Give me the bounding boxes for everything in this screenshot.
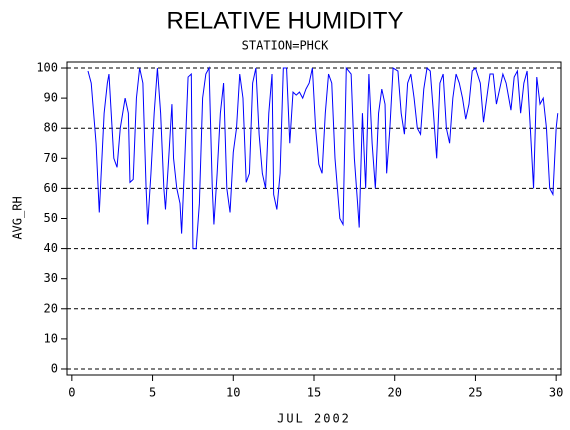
x-tick-label: 0 — [68, 386, 75, 400]
y-tick-label: 90 — [44, 91, 58, 105]
y-tick-label: 100 — [36, 61, 58, 75]
x-tick-label: 10 — [226, 386, 240, 400]
x-tick-label: 15 — [307, 386, 321, 400]
y-tick-label: 0 — [51, 361, 58, 375]
y-tick-label: 80 — [44, 121, 58, 135]
y-tick-label: 20 — [44, 301, 58, 315]
chart-title: RELATIVE HUMIDITY — [167, 7, 404, 34]
x-tick-label: 20 — [387, 386, 401, 400]
chart-subtitle: STATION=PHCK — [242, 39, 329, 53]
x-tick-label: 25 — [468, 386, 482, 400]
data-line — [87, 66, 559, 250]
y-tick-label: 40 — [44, 241, 58, 255]
y-tick-label: 60 — [44, 181, 58, 195]
y-tick-label: 10 — [44, 331, 58, 345]
y-axis-label: AVG_RH — [11, 196, 25, 239]
y-tick-label: 50 — [44, 211, 58, 225]
x-tick-label: 5 — [149, 386, 156, 400]
x-tick-label: 30 — [549, 386, 563, 400]
plot-frame — [66, 61, 562, 376]
y-tick-label: 70 — [44, 151, 58, 165]
x-axis-label: JUL 2002 — [277, 412, 351, 426]
y-tick-label: 30 — [44, 271, 58, 285]
